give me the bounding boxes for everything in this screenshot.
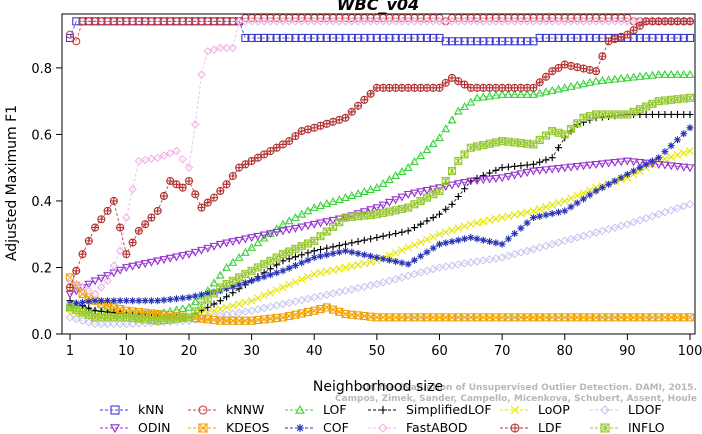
legend-label: LDOF [628, 402, 662, 417]
legend-item-ldof: LDOF [590, 402, 662, 417]
series-line-cof [69, 127, 691, 305]
series-markers-odin [65, 157, 695, 299]
legend-label: LoOP [538, 402, 570, 417]
legend-label: LOF [323, 402, 347, 417]
series-line-odin [69, 160, 691, 295]
legend-item-fastabod: FastABOD [368, 420, 468, 434]
legend-item-knnw: kNNW [188, 402, 264, 417]
legend-marker [600, 423, 610, 433]
legend-marker [296, 424, 304, 432]
legend-marker [378, 423, 388, 433]
legend-marker [198, 405, 208, 415]
x-tick-label: 70 [494, 344, 511, 359]
legend-item-odin: ODIN [100, 420, 171, 434]
watermark-line-2: Campos, Zimek, Sander, Campello, Micenko… [335, 394, 697, 404]
legend-label: KDEOS [226, 420, 270, 434]
legend-item-inflo: INFLO [590, 420, 665, 434]
legend-label: INFLO [628, 420, 665, 434]
series-markers-kdeos [65, 273, 695, 325]
series-markers-loop [66, 147, 694, 322]
legend-item-lof: LOF [285, 402, 347, 417]
y-tick-label: 0.6 [31, 128, 52, 143]
x-tick-label: 80 [556, 344, 573, 359]
axes: 1 10 20 30 40 50 60 70 80 90 100 0.0 0.2 0.4 0.6 0.8 [31, 62, 702, 359]
watermark-line-1: On the Evaluation of Unsupervised Outlie… [362, 383, 697, 393]
x-tick-label: 30 [243, 344, 260, 359]
legend-item-knn: kNN [100, 402, 164, 417]
legend-item-loop: LoOP [500, 402, 570, 417]
x-tick-label: 50 [369, 344, 386, 359]
legend-label: kNNW [226, 402, 264, 417]
series-odin [65, 157, 695, 299]
series-fastabod [65, 17, 695, 299]
series-markers-ldf [65, 17, 695, 292]
legend-marker [510, 423, 520, 433]
y-tick-label: 0.8 [31, 62, 52, 77]
series-loop [66, 147, 694, 322]
series-inflo [65, 93, 695, 325]
legend-label: SimplifiedLOF [406, 402, 492, 417]
x-tick-label: 1 [66, 344, 74, 359]
x-tick-label: 10 [118, 344, 135, 359]
x-axis-title: Neighborhood size [313, 379, 443, 395]
y-axis-title: Adjusted Maximum F1 [4, 105, 20, 261]
series-line-ldf [69, 20, 690, 288]
chart-title: WBC_v04 [337, 0, 419, 14]
legend-label: LDF [538, 420, 562, 434]
legend-label: FastABOD [406, 420, 468, 434]
legend-item-kdeos: KDEOS [188, 420, 270, 434]
plot-frame [61, 13, 696, 335]
x-tick-label: 40 [306, 344, 323, 359]
y-tick-label: 0.4 [31, 195, 52, 210]
x-tick-label: 20 [181, 344, 198, 359]
series-markers-inflo [65, 93, 695, 325]
legend-marker [600, 405, 610, 415]
x-tick-label: 90 [619, 344, 636, 359]
x-tick-label: 100 [678, 344, 702, 359]
legend-marker [379, 406, 387, 414]
legend-label: kNN [138, 402, 164, 417]
y-tick-label: 0.2 [31, 261, 52, 276]
series-ldf [65, 17, 695, 292]
legend: kNN kNNW LOF SimplifiedLOF LoOP LDOF ODIN KDEOS… [100, 402, 665, 434]
watermark: On the Evaluation of Unsupervised Outlie… [335, 383, 697, 404]
legend-label: ODIN [138, 420, 171, 434]
legend-item-ldf: LDF [500, 420, 562, 434]
legend-item-simplifiedlof: SimplifiedLOF [368, 402, 492, 417]
series-line-loop [69, 150, 691, 318]
legend-marker [110, 405, 120, 415]
legend-item-cof: COF [285, 420, 349, 434]
legend-label: COF [323, 420, 349, 434]
x-tick-label: 60 [431, 344, 448, 359]
series-layer [65, 13, 695, 329]
legend-marker [510, 405, 520, 415]
y-tick-label: 0.0 [31, 328, 52, 343]
legend-marker [295, 404, 305, 414]
legend-marker [110, 424, 120, 434]
legend-marker [198, 423, 208, 433]
series-markers-fastabod [65, 17, 695, 299]
